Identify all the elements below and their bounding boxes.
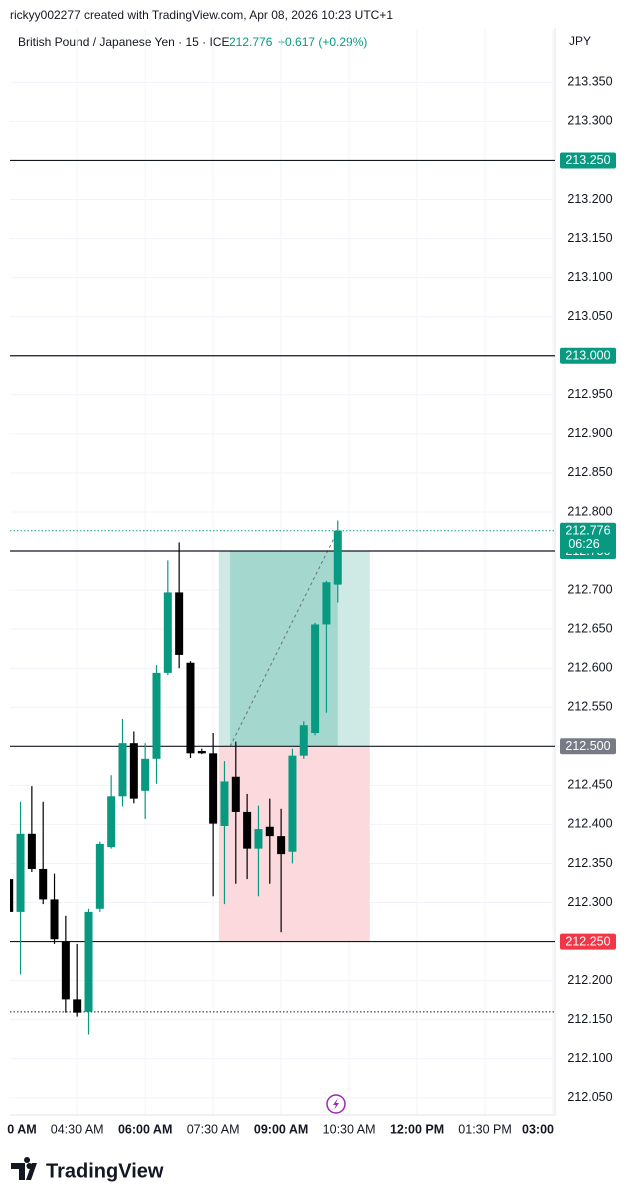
symbol: British Pound / Japanese Yen · 15 · ICE [18,35,229,49]
y-tick-label: 212.800 [567,504,612,518]
y-tick-label: 212.700 [567,582,612,596]
y-tick-label: 212.100 [567,1051,612,1065]
x-tick-label: 07:30 AM [187,1122,240,1136]
candle-body [322,582,331,625]
candle-body [186,662,195,754]
y-tick-label: 212.050 [567,1090,612,1104]
axes: 212.050 212.100 212.150 212.200 212.300 212.3… [7,75,616,1136]
candle-body [39,868,48,900]
price-label-box [560,152,616,169]
last-price-box [560,522,616,553]
candle-body [277,836,286,855]
y-tick-label: 212.200 [567,973,612,987]
brand-logo [11,1157,37,1180]
price-label-box [560,738,616,755]
price-label: 213.250 [565,153,610,167]
price-label: 213.000 [565,349,610,363]
candle-body [265,826,274,837]
candle-body [27,833,36,869]
y-tick-label: 213.300 [567,114,612,128]
candle-body [175,592,184,655]
trade-path [229,530,339,747]
currency: JPY [569,34,591,48]
candle-body [107,796,116,848]
last-price-label: 212.776 [565,524,610,538]
x-tick-label: 0 AM [7,1122,36,1136]
y-tick-label: 213.100 [567,270,612,284]
candle-body [197,750,206,754]
candle-body [95,843,104,909]
y-tick-label: 212.900 [567,426,612,440]
credit: rickyy002277 created with TradingView.co… [10,8,393,22]
candle-body [333,530,342,585]
profit-filled [230,551,338,747]
x-tick-label: 03:00 [522,1122,554,1136]
y-tick-label: 212.450 [567,778,612,792]
brand-logo-dot [26,1163,33,1169]
y-tick-label: 213.200 [567,192,612,206]
legend-price: 212.776 [229,35,273,49]
price-label-box [560,347,616,364]
y-tick-label: 213.050 [567,309,612,323]
candle-body [10,879,14,912]
x-tick-label: 06:00 AM [118,1122,172,1136]
price-label: 212.500 [565,739,610,753]
plot [10,30,555,1115]
candle-body [152,672,161,759]
candle-body [254,829,263,849]
candle-body [220,781,229,826]
countdown: 06:26 [568,537,599,551]
candle-body [129,743,138,799]
y-tick-label: 212.150 [567,1012,612,1026]
legend-change: +0.617 (+0.29%) [278,35,367,49]
y-tick-label: 212.850 [567,465,612,479]
y-tick-label: 212.650 [567,621,612,635]
candle-body [231,776,240,812]
event-icon-bolt [333,1098,339,1110]
x-tick-label: 10:30 AM [323,1122,376,1136]
candle-body [61,941,70,1000]
candle-body [311,624,320,734]
candle-body [16,833,25,912]
y-tick-label: 213.350 [567,75,612,89]
candle-body [84,911,93,1012]
candle-body [73,999,82,1013]
candle-body [209,753,218,824]
candle-body [50,899,59,940]
brand: TradingView [46,1160,164,1182]
x-tick-label: 01:30 PM [458,1122,512,1136]
y-tick-label: 212.550 [567,700,612,714]
x-tick-label: 09:00 AM [254,1122,308,1136]
price-label: 212.250 [565,934,610,948]
candle-body [288,755,297,852]
x-tick-label: 04:30 AM [51,1122,104,1136]
x-tick-label: 12:00 PM [390,1122,444,1136]
y-tick-label: 212.300 [567,895,612,909]
candle-body [118,743,127,797]
y-tick-label: 212.400 [567,817,612,831]
candle-body [243,811,252,849]
candle-body [299,725,308,756]
candle-body [141,758,150,791]
y-tick-label: 212.600 [567,660,612,674]
price-label-box [560,933,616,950]
y-tick-label: 212.350 [567,856,612,870]
candle-body [163,592,172,673]
y-tick-label: 213.150 [567,231,612,245]
y-tick-label: 212.950 [567,387,612,401]
